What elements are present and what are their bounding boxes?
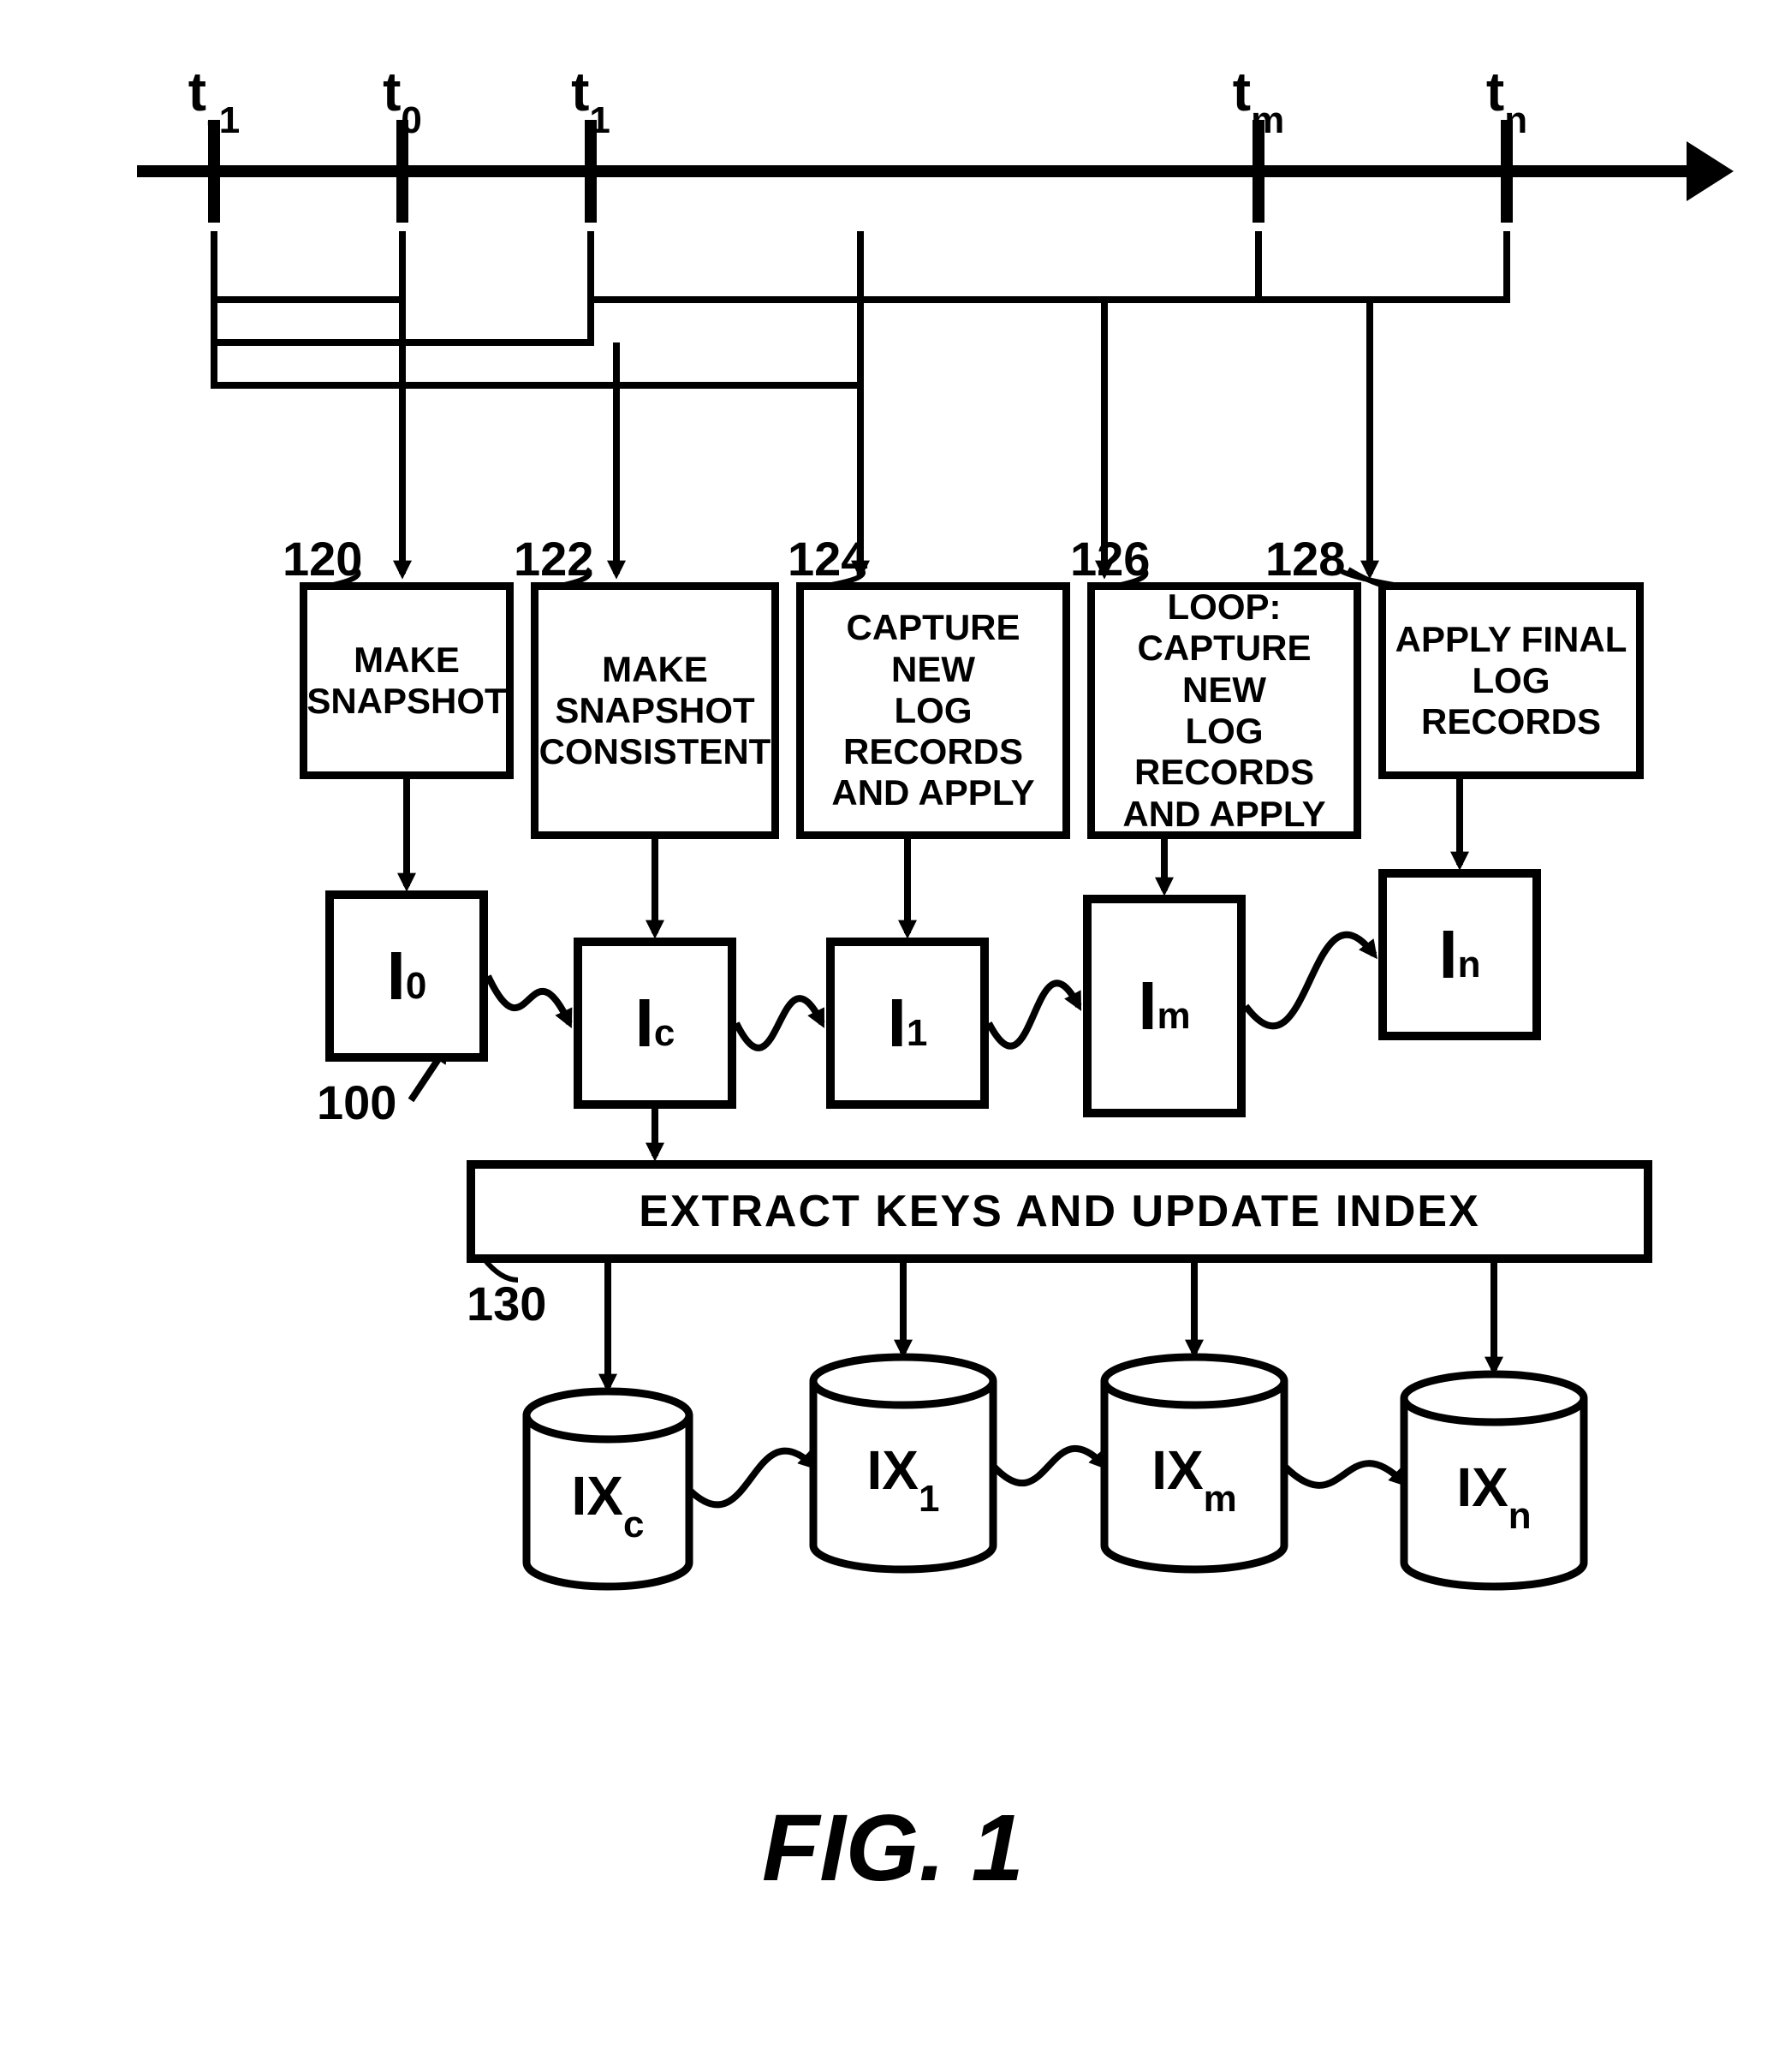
timeline-tick-label: t-1 (171, 60, 257, 132)
cylinder-ixn: IXn (1400, 1370, 1588, 1593)
extract-box: EXTRACT KEYS AND UPDATE INDEX (467, 1160, 1652, 1263)
ref-label-122: 122 (514, 531, 593, 586)
cylinder-ixm: IXm (1100, 1353, 1288, 1575)
process-box-126: LOOP:CAPTURE NEWLOG RECORDSAND APPLY (1087, 582, 1361, 839)
state-box-in: In (1378, 869, 1541, 1040)
ref-label-124: 124 (788, 531, 867, 586)
process-box-128: APPLY FINALLOG RECORDS (1378, 582, 1644, 779)
process-box-124: CAPTURE NEWLOG RECORDSAND APPLY (796, 582, 1070, 839)
figure-label: FIG. 1 (762, 1794, 1024, 1902)
state-box-im: Im (1083, 895, 1246, 1117)
diagram-canvas: FIG. 1 100 t-1 t0 t1 tm tn MAKESNAPSHOT120 MAK… (0, 0, 1791, 2072)
timeline-tick-label: t0 (360, 60, 445, 132)
state-box-ic: Ic (574, 938, 736, 1109)
cylinder-label: IXc (522, 1464, 693, 1536)
ref-label-128: 128 (1265, 531, 1345, 586)
timeline-tick-label: t1 (548, 60, 634, 132)
cylinder-label: IX1 (809, 1438, 997, 1510)
ref-label-120: 120 (283, 531, 362, 586)
cylinder-ix1: IX1 (809, 1353, 997, 1575)
diagram-ref-text: 100 (317, 1075, 396, 1129)
cylinder-ixc: IXc (522, 1387, 693, 1593)
ref-label-126: 126 (1070, 531, 1150, 586)
cylinder-label: IXm (1100, 1438, 1288, 1510)
state-box-i0: I0 (325, 890, 488, 1062)
ref-label-130: 130 (467, 1276, 546, 1331)
diagram-ref-label: 100 (317, 1075, 396, 1130)
process-box-122: MAKESNAPSHOTCONSISTENT (531, 582, 779, 839)
process-box-120: MAKESNAPSHOT (300, 582, 514, 779)
state-box-i1: I1 (826, 938, 989, 1109)
timeline-tick-label: tm (1216, 60, 1301, 132)
timeline-tick-label: tn (1464, 60, 1550, 132)
cylinder-label: IXn (1400, 1456, 1588, 1527)
